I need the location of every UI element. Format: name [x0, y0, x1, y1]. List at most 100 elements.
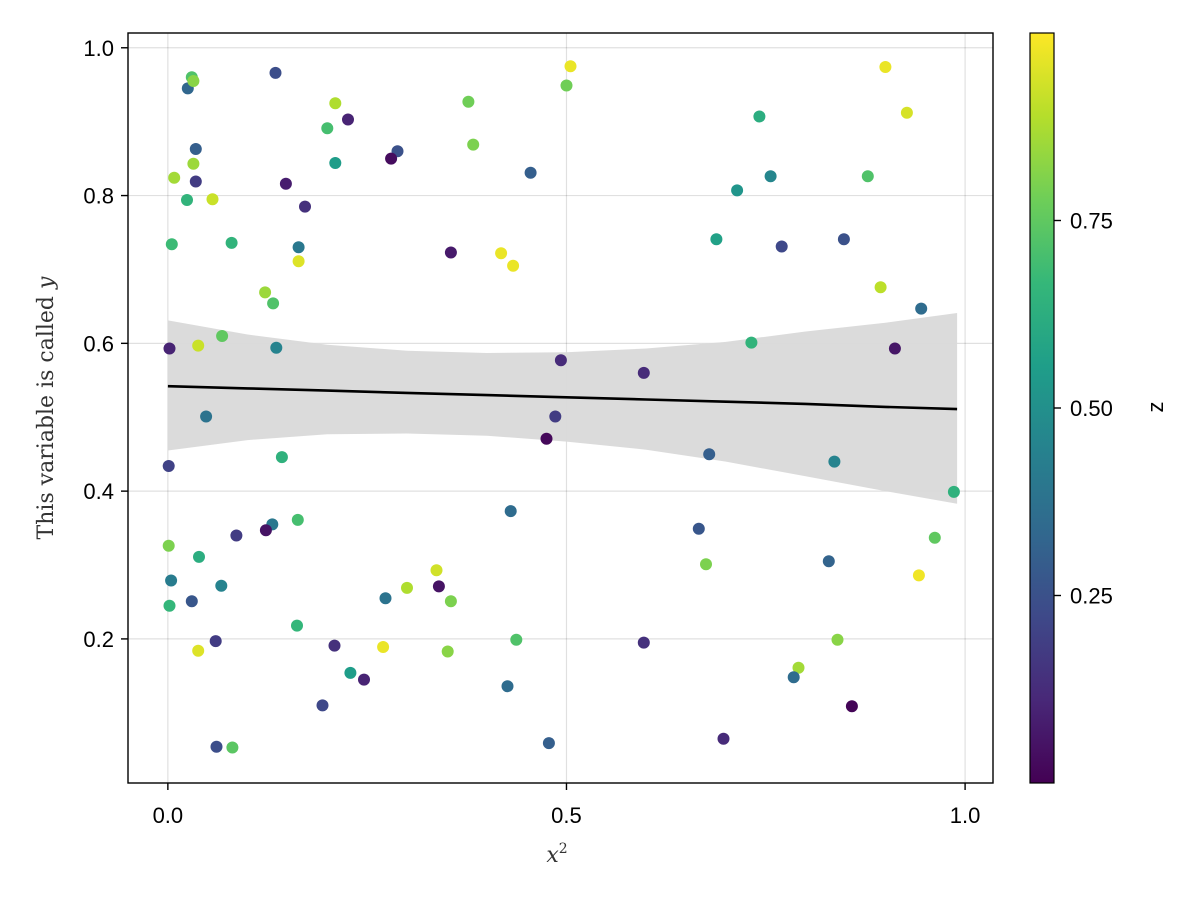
scatter-point	[692, 522, 705, 535]
confidence-band	[167, 313, 958, 504]
scatter-point	[912, 569, 925, 582]
scatter-point	[342, 113, 354, 126]
scatter-point	[316, 699, 329, 712]
colorbar-tick-label: 0.50	[1070, 396, 1113, 421]
scatter-point	[185, 595, 198, 608]
scatter-point	[292, 255, 305, 268]
y-tick-label: 1.0	[83, 36, 114, 61]
scatter-point	[467, 138, 480, 151]
scatter-point	[230, 529, 243, 542]
scatter-point	[163, 599, 176, 612]
scatter-point	[385, 152, 398, 165]
scatter-point	[379, 592, 392, 605]
x-tick-label: 0.0	[153, 803, 184, 828]
x-axis-label: x2	[546, 841, 567, 868]
y-tick-label: 0.8	[83, 184, 114, 209]
scatter-point	[216, 330, 229, 342]
scatter-point	[753, 110, 766, 123]
scatter-point	[267, 297, 280, 310]
scatter-point	[637, 366, 650, 379]
scatter-point	[215, 579, 228, 592]
scatter-point	[745, 336, 758, 349]
scatter-point	[822, 555, 835, 568]
scatter-point	[328, 639, 341, 652]
scatter-point	[861, 170, 874, 183]
scatter-point	[495, 247, 508, 260]
scatter-point	[510, 633, 523, 646]
scatter-point	[710, 233, 723, 246]
scatter-point	[329, 157, 342, 169]
colorbar-ticks: 0.25 0.50 0.75	[1054, 209, 1113, 609]
scatter-point	[915, 302, 928, 315]
scatter-point	[430, 564, 443, 577]
fit-line	[167, 384, 958, 411]
scatter-point	[259, 286, 272, 299]
scatter-point	[564, 60, 577, 73]
scatter-point	[187, 157, 200, 170]
scatter-point	[888, 342, 901, 355]
scatter-point	[874, 281, 887, 294]
scatter-point	[275, 451, 288, 464]
scatter-point	[321, 122, 334, 135]
scatter-point	[947, 485, 960, 498]
scatter-point	[554, 354, 567, 367]
scatter-point	[292, 241, 305, 254]
scatter-point	[270, 341, 283, 354]
scatter-point	[329, 97, 342, 110]
scatter-point	[291, 513, 304, 526]
scatter-point	[291, 619, 303, 632]
scatter-point	[162, 539, 175, 552]
scatter-point	[432, 580, 445, 593]
scatter-point	[507, 259, 520, 272]
scatter-point	[703, 448, 716, 461]
colorbar-tick-label: 0.75	[1070, 209, 1113, 234]
scatter-point	[192, 339, 205, 352]
fit-line-layer	[167, 384, 958, 411]
scatter-points	[162, 60, 960, 754]
colorbar-tick-label: 0.25	[1070, 584, 1113, 609]
scatter-point	[731, 184, 744, 197]
x-tick-label: 0.5	[551, 803, 582, 828]
scatter-point	[462, 95, 475, 108]
scatter-point	[193, 550, 205, 563]
scatter-point	[831, 633, 844, 646]
scatter-point	[377, 641, 390, 653]
x-tick-label: 1.0	[950, 803, 981, 828]
plot-frame	[127, 32, 994, 784]
colorbar-label: z	[1143, 402, 1168, 413]
scatter-point	[828, 455, 841, 468]
y-tick-label: 0.2	[83, 627, 114, 652]
scatter-point	[226, 741, 239, 754]
scatter-point	[299, 200, 311, 213]
y-tick-label: 0.6	[83, 331, 114, 356]
scatter-point	[542, 737, 555, 750]
scatter-point	[189, 175, 202, 188]
scatter-point	[358, 673, 370, 686]
scatter-point	[163, 342, 176, 355]
scatter-point	[165, 574, 178, 587]
scatter-point	[524, 166, 537, 179]
scatter-point	[444, 595, 457, 608]
scatter-point	[187, 75, 200, 87]
scatter-point	[837, 233, 850, 246]
scatter-point	[401, 581, 413, 594]
scatter-point	[928, 531, 941, 544]
scatter-point	[879, 61, 892, 73]
scatter-point	[181, 194, 193, 206]
scatter-point	[269, 66, 282, 79]
scatter-point	[764, 170, 777, 183]
y-axis-ticks: 0.2 0.4 0.6 0.8 1.0	[83, 36, 128, 652]
scatter-point	[192, 644, 205, 657]
scatter-point	[344, 666, 357, 679]
scatter-point	[441, 645, 454, 658]
scatter-point	[549, 410, 562, 423]
scatter-point	[189, 143, 202, 155]
scatter-point	[787, 671, 800, 684]
scatter-point	[540, 432, 553, 445]
scatter-point	[560, 79, 573, 92]
scatter-point	[206, 193, 219, 206]
confidence-band-layer	[167, 313, 958, 504]
scatter-point	[200, 410, 213, 423]
scatter-point	[210, 740, 223, 753]
